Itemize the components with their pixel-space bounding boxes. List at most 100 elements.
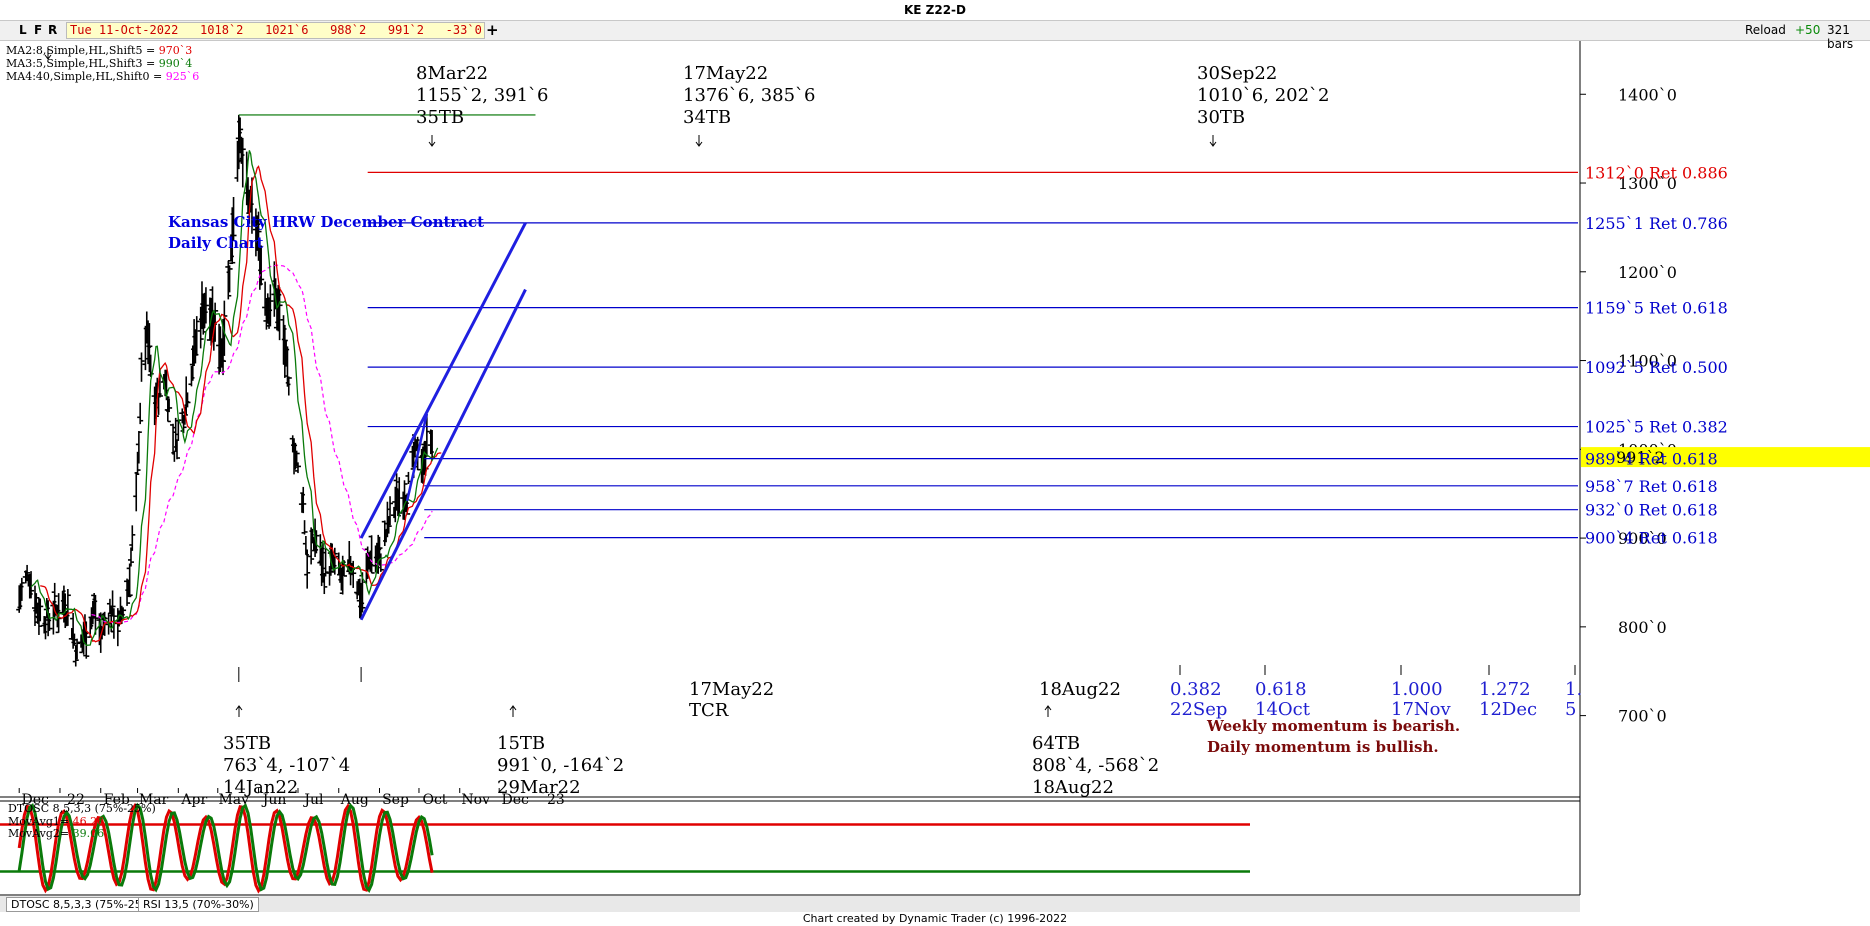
tab-dtosc[interactable]: DTOSC 8,5,3,3 (75%-25%) — [6, 897, 162, 912]
pivot-annotation-text: 8Mar22 — [416, 63, 488, 84]
pivot-annotation-text: 29Mar22 — [497, 777, 581, 798]
osc-legend: DTOSC 8,5,3,3 (75%-25%)MovAvg1= 46.26Mov… — [8, 802, 156, 840]
ma-40-line — [91, 264, 433, 624]
pivot-arrow-head — [1044, 705, 1052, 711]
price-bar — [331, 547, 338, 575]
pivot-arrow-head — [235, 705, 243, 711]
retracement-label: 1092`5 Ret 0.500 — [1585, 358, 1728, 377]
y-tick-label: 1300`0 — [1618, 174, 1677, 193]
price-bar — [321, 572, 328, 595]
quote-line: Tue 11-Oct-2022 1018`2 1021`6 988`2 991`… — [66, 22, 485, 39]
price-bar — [221, 300, 228, 356]
price-bar — [129, 525, 136, 551]
y-tick-label: 1200`0 — [1618, 263, 1677, 282]
price-bar — [239, 137, 246, 188]
price-bar — [229, 207, 236, 265]
osc-title: DTOSC 8,5,3,3 (75%-25%) — [8, 802, 156, 815]
time-projection-date: 17Nov — [1391, 699, 1451, 720]
menu-r-button[interactable]: R — [48, 23, 58, 37]
x-tick-label: Apr — [180, 792, 207, 808]
reload-button[interactable]: Reload — [1745, 23, 1786, 37]
price-bar — [18, 577, 25, 601]
time-projection-date: 22Sep — [1170, 699, 1227, 720]
price-bar — [267, 284, 274, 327]
pivot-arrow-head — [428, 141, 436, 147]
pivot-annotation: 100TB — [44, 48, 52, 60]
chart-subtitle: Kansas City HRW December Contract — [168, 213, 484, 231]
price-bar — [133, 472, 140, 512]
price-bar — [137, 402, 144, 425]
x-tick-label: 22 — [67, 792, 85, 808]
price-bar — [368, 535, 375, 574]
retracement-label: 989`4 Ret 0.618 — [1585, 450, 1718, 469]
ma-legend-entry: MA3:5,Simple,HL,Shift3 = 990`4 — [6, 57, 192, 70]
momentum-commentary: Daily momentum is bullish. — [1207, 738, 1439, 756]
pivot-annotation-text: 991`0, -164`2 — [497, 755, 624, 776]
price-bar — [64, 589, 71, 626]
time-marker-label: 18Aug22 — [1039, 679, 1121, 700]
add-tab-button[interactable]: + — [486, 21, 499, 39]
time-projection-ratio: 1.272 — [1479, 679, 1531, 700]
reload-step[interactable]: +50 — [1795, 23, 1821, 37]
time-marker-label: 17May22 — [689, 679, 774, 700]
footer-credit: Chart created by Dynamic Trader (c) 1996… — [802, 912, 1068, 925]
price-bar — [423, 413, 430, 457]
ma-legend-entry: MA4:40,Simple,HL,Shift0 = 925`6 — [6, 70, 199, 83]
x-tick-label: Jul — [302, 792, 324, 808]
price-bar — [146, 323, 153, 373]
price-bar — [126, 563, 133, 597]
price-bar — [51, 582, 58, 620]
menu-l-button[interactable]: L — [19, 23, 27, 37]
price-bar — [226, 265, 233, 293]
price-bar — [125, 579, 132, 598]
pivot-annotation-text: 64TB — [1032, 733, 1080, 754]
retracement-label: 1025`5 Ret 0.382 — [1585, 418, 1728, 437]
y-tick-label: 1100`0 — [1618, 352, 1677, 371]
pivot-annotation-text: 17May22 — [683, 63, 768, 84]
price-bar — [24, 564, 31, 581]
x-tick-label: Sep — [382, 792, 409, 808]
price-bar — [230, 197, 237, 241]
price-bar — [225, 260, 232, 300]
price-bar — [83, 621, 90, 659]
quote-toolbar: L F R Tue 11-Oct-2022 1018`2 1021`6 988`… — [0, 21, 1870, 51]
price-bar — [197, 306, 204, 349]
price-bar — [237, 117, 244, 154]
pivot-annotation-text: 35TB — [223, 733, 271, 754]
retracement-label: 900`4 Ret 0.618 — [1585, 529, 1718, 548]
menu-f-button[interactable]: F — [34, 23, 43, 37]
price-bar — [276, 287, 283, 341]
pivot-annotation-text: 763`4, -107`4 — [223, 755, 350, 776]
x-tick-label: Dec — [502, 792, 530, 808]
retracement-label: 1159`5 Ret 0.618 — [1585, 299, 1728, 318]
retracement-label: 958`7 Ret 0.618 — [1585, 477, 1718, 496]
ma-8-line — [40, 165, 442, 643]
price-chart[interactable]: 1400`01300`01200`01100`01000`0900`0800`0… — [0, 41, 1870, 917]
y-tick-label: 900`0 — [1618, 529, 1667, 548]
price-bar — [134, 451, 141, 475]
price-bar — [258, 245, 265, 286]
x-tick-label: Jun — [261, 792, 287, 808]
channel-line — [359, 288, 527, 621]
price-bar — [92, 594, 99, 635]
x-tick-label: Mar — [139, 792, 169, 808]
tab-rsi[interactable]: RSI 13,5 (70%-30%) — [138, 897, 259, 912]
price-bar — [255, 211, 262, 261]
price-bar — [304, 549, 311, 589]
last-price-label: 991`2 — [1616, 448, 1665, 467]
title-bar: KE Z22-D — [0, 0, 1870, 21]
price-bar — [193, 316, 200, 356]
channel-line — [405, 413, 429, 502]
price-bar — [37, 598, 44, 622]
ma-legend-entry: MA2:8,Simple,HL,Shift5 = 970`3 — [6, 44, 192, 57]
chart-title: KE Z22-D — [903, 3, 966, 17]
chart-subtitle-2: Daily Chart — [168, 234, 264, 252]
price-bar — [127, 547, 134, 567]
pivot-annotation-text: 1155`2, 391`6 — [416, 85, 549, 106]
price-bar — [74, 638, 81, 660]
time-projection-ratio: 0.382 — [1170, 679, 1222, 700]
